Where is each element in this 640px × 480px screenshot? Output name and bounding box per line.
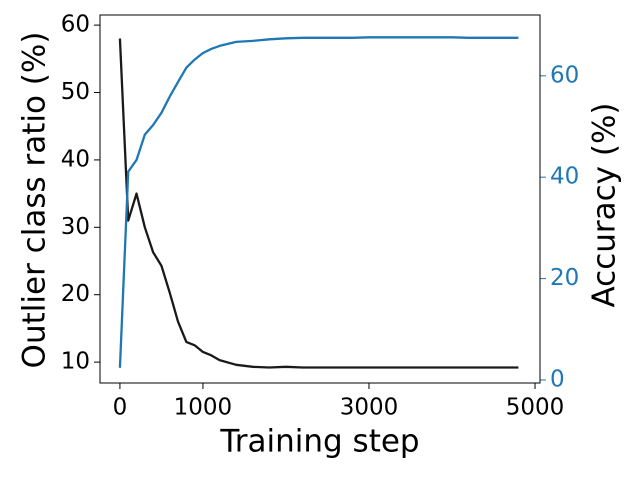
line-series [118,36,519,368]
y2-axis-label: Accuracy (%) [587,102,623,307]
y-tick-label: 50 [61,79,90,105]
x-axis-label: Training step [219,424,419,460]
y2-tick-label: 20 [550,265,579,291]
y2-tick-label: 40 [550,164,579,190]
y-tick-label: 10 [61,349,90,375]
y2-tick-label: 60 [550,62,579,88]
y-tick-label: 30 [61,214,90,240]
y2-tick-label: 0 [550,366,565,392]
y-tick-label: 60 [61,12,90,38]
y-axis-label: Outlier class ratio (%) [17,32,53,369]
plot-frame [99,14,541,384]
x-tick-label: 1000 [174,395,233,421]
y-tick-label: 20 [61,281,90,307]
y-tick-label: 40 [61,146,90,172]
line-series [118,38,519,369]
x-tick-label: 0 [113,395,128,421]
x-tick-label: 5000 [506,395,565,421]
x-tick-label: 3000 [340,395,399,421]
